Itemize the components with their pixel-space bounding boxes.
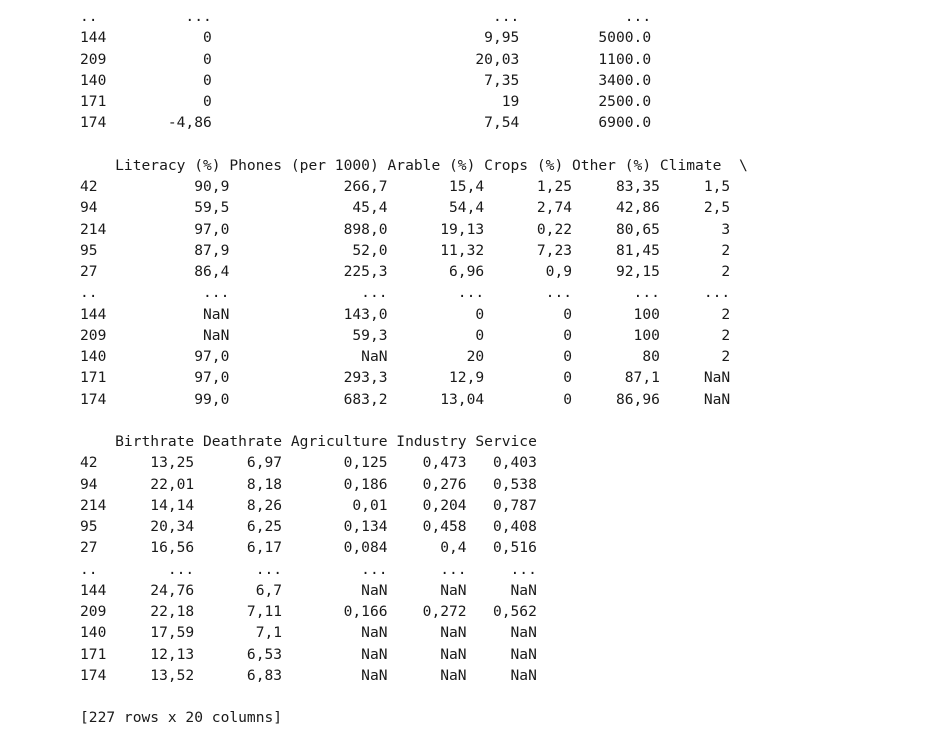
console-line: 209 22,18 7,11 0,166 0,272 0,562 bbox=[80, 603, 537, 620]
console-line: 171 12,13 6,53 NaN NaN NaN bbox=[80, 645, 537, 663]
console-line: 174 -4,86 7,54 6900.0 bbox=[80, 114, 652, 132]
console-line: 140 97,0 NaN 20 0 80 2 bbox=[80, 348, 731, 365]
console-line bbox=[80, 686, 748, 707]
console-line: .. ... ... ... bbox=[80, 8, 652, 25]
console-line: 171 97,0 293,3 12,9 0 87,1 NaN bbox=[80, 369, 731, 387]
console-line: 42 90,9 266,7 15,4 1,25 83,35 1,5 bbox=[80, 178, 731, 195]
console-line: Birthrate Deathrate Agriculture Industry… bbox=[80, 433, 537, 450]
console-line: 171 0 19 2500.0 bbox=[80, 93, 652, 110]
console-line: 27 16,56 6,17 0,084 0,4 0,516 bbox=[80, 539, 537, 557]
console-line: 94 59,5 45,4 54,4 2,74 42,86 2,5 bbox=[80, 199, 731, 217]
console-line: 214 14,14 8,26 0,01 0,204 0,787 bbox=[80, 496, 537, 514]
console-line: 140 17,59 7,1 NaN NaN NaN bbox=[80, 624, 537, 642]
console-line: Literacy (%) Phones (per 1000) Arable (%… bbox=[80, 156, 748, 174]
console-line bbox=[80, 134, 748, 155]
console-line bbox=[80, 410, 748, 431]
console-line: 94 22,01 8,18 0,186 0,276 0,538 bbox=[80, 475, 537, 493]
console-line: 209 0 20,03 1100.0 bbox=[80, 50, 652, 68]
console-line: [227 rows x 20 columns] bbox=[80, 709, 283, 727]
console-line: .. ... ... ... ... ... ... bbox=[80, 284, 731, 302]
console-line: 27 86,4 225,3 6,96 0,9 92,15 2 bbox=[80, 263, 731, 280]
console-line: 144 0 9,95 5000.0 bbox=[80, 29, 652, 47]
console-line: 214 97,0 898,0 19,13 0,22 80,65 3 bbox=[80, 220, 731, 238]
console-line: 174 13,52 6,83 NaN NaN NaN bbox=[80, 666, 537, 684]
console-line: 42 13,25 6,97 0,125 0,473 0,403 bbox=[80, 454, 537, 472]
console-line: .. ... ... ... ... ... bbox=[80, 560, 537, 578]
console-line: 140 0 7,35 3400.0 bbox=[80, 71, 652, 89]
console-line: 95 87,9 52,0 11,32 7,23 81,45 2 bbox=[80, 241, 731, 259]
console-line: 144 24,76 6,7 NaN NaN NaN bbox=[80, 581, 537, 599]
console-output: .. ... ... ... 144 0 9,95 5000.0 209 0 20,… bbox=[80, 6, 748, 729]
console-line: 174 99,0 683,2 13,04 0 86,96 NaN bbox=[80, 390, 731, 408]
console-line: 209 NaN 59,3 0 0 100 2 bbox=[80, 326, 731, 344]
console-line: 95 20,34 6,25 0,134 0,458 0,408 bbox=[80, 518, 537, 535]
console-line: 144 NaN 143,0 0 0 100 2 bbox=[80, 305, 731, 323]
